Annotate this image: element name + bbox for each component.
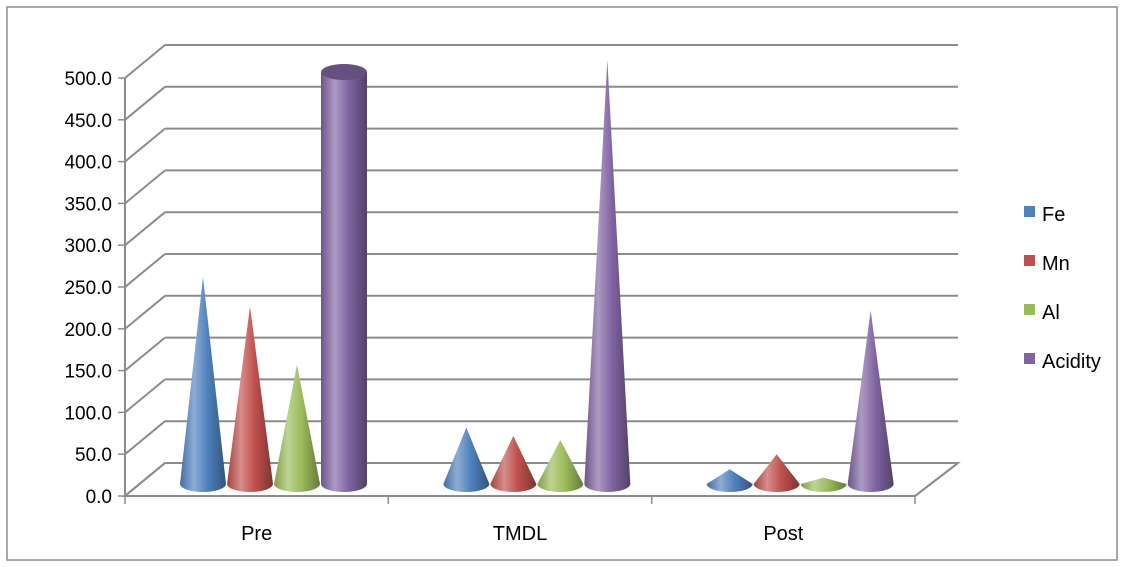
x-axis: Pre TMDL Post <box>124 496 916 545</box>
side-wall-line <box>124 44 166 79</box>
bar-al-tmdl <box>537 440 584 492</box>
x-tick-label: TMDL <box>493 523 547 545</box>
bar-fe-tmdl <box>443 427 490 492</box>
y-tick-label: 200.0 <box>64 320 112 341</box>
bar-acidity-pre <box>321 64 367 492</box>
bar-acidity-tmdl <box>584 59 631 492</box>
legend-label: Mn <box>1042 253 1070 275</box>
legend-item-acidity: Acidity <box>1024 351 1101 373</box>
bar-fe-post <box>706 469 753 492</box>
y-tick-label: 50.0 <box>75 445 112 466</box>
legend-item-al: Al <box>1024 302 1060 324</box>
bar-mn-pre <box>227 306 273 492</box>
y-tick-label: 100.0 <box>64 403 112 424</box>
y-tick-label: 150.0 <box>64 362 112 383</box>
cone <box>537 440 584 492</box>
legend: Fe Mn Al Acidity <box>1024 204 1101 373</box>
cone <box>490 435 537 492</box>
y-tick-label: 450.0 <box>64 111 112 132</box>
y-tick-label: 400.0 <box>64 153 112 174</box>
legend-swatch <box>1024 304 1035 315</box>
y-tick-label: 0.0 <box>86 487 112 508</box>
legend-label: Al <box>1042 302 1060 324</box>
bar-fe-pre <box>180 277 226 492</box>
cone <box>274 364 320 492</box>
legend-swatch <box>1024 255 1035 266</box>
cylinder-top <box>321 64 367 80</box>
y-tick-label: 500.0 <box>64 69 112 90</box>
y-tick-label: 250.0 <box>64 278 112 299</box>
cone <box>847 310 894 492</box>
cylinder-body <box>321 72 367 492</box>
legend-swatch <box>1024 353 1035 364</box>
cone <box>584 59 631 492</box>
floor-right-edge <box>914 462 959 497</box>
cone <box>753 454 800 492</box>
side-wall-line <box>124 462 166 497</box>
cone <box>443 427 490 492</box>
bar-al-pre <box>274 364 320 492</box>
bar-mn-tmdl <box>490 435 537 492</box>
gridlines <box>124 44 958 497</box>
side-wall-line <box>124 127 166 163</box>
legend-swatch <box>1024 206 1035 217</box>
legend-label: Fe <box>1042 204 1065 226</box>
cone <box>180 277 226 492</box>
legend-item-mn: Mn <box>1024 253 1070 275</box>
side-wall-line <box>124 420 166 455</box>
y-tick-label: 350.0 <box>64 194 112 215</box>
legend-label: Acidity <box>1042 351 1101 373</box>
bar-mn-post <box>753 454 800 492</box>
data-marks <box>180 59 894 492</box>
bar-acidity-post <box>847 310 894 492</box>
side-wall-line <box>124 336 166 372</box>
bar-al-post <box>800 477 847 492</box>
side-wall-line <box>124 253 166 288</box>
x-tick-label: Post <box>763 523 803 545</box>
y-tick-label: 300.0 <box>64 236 112 257</box>
cone <box>227 306 273 492</box>
y-axis: 0.0 50.0 100.0 150.0 200.0 250.0 300.0 350.0 400… <box>64 69 126 508</box>
cone <box>706 469 753 492</box>
x-tick-label: Pre <box>241 523 272 545</box>
cone <box>800 477 847 492</box>
side-wall-line <box>124 295 166 330</box>
side-wall-line <box>124 86 166 121</box>
side-wall-line <box>124 211 166 246</box>
legend-item-fe: Fe <box>1024 204 1065 226</box>
side-wall-line <box>124 378 166 414</box>
side-wall-line <box>124 169 166 205</box>
